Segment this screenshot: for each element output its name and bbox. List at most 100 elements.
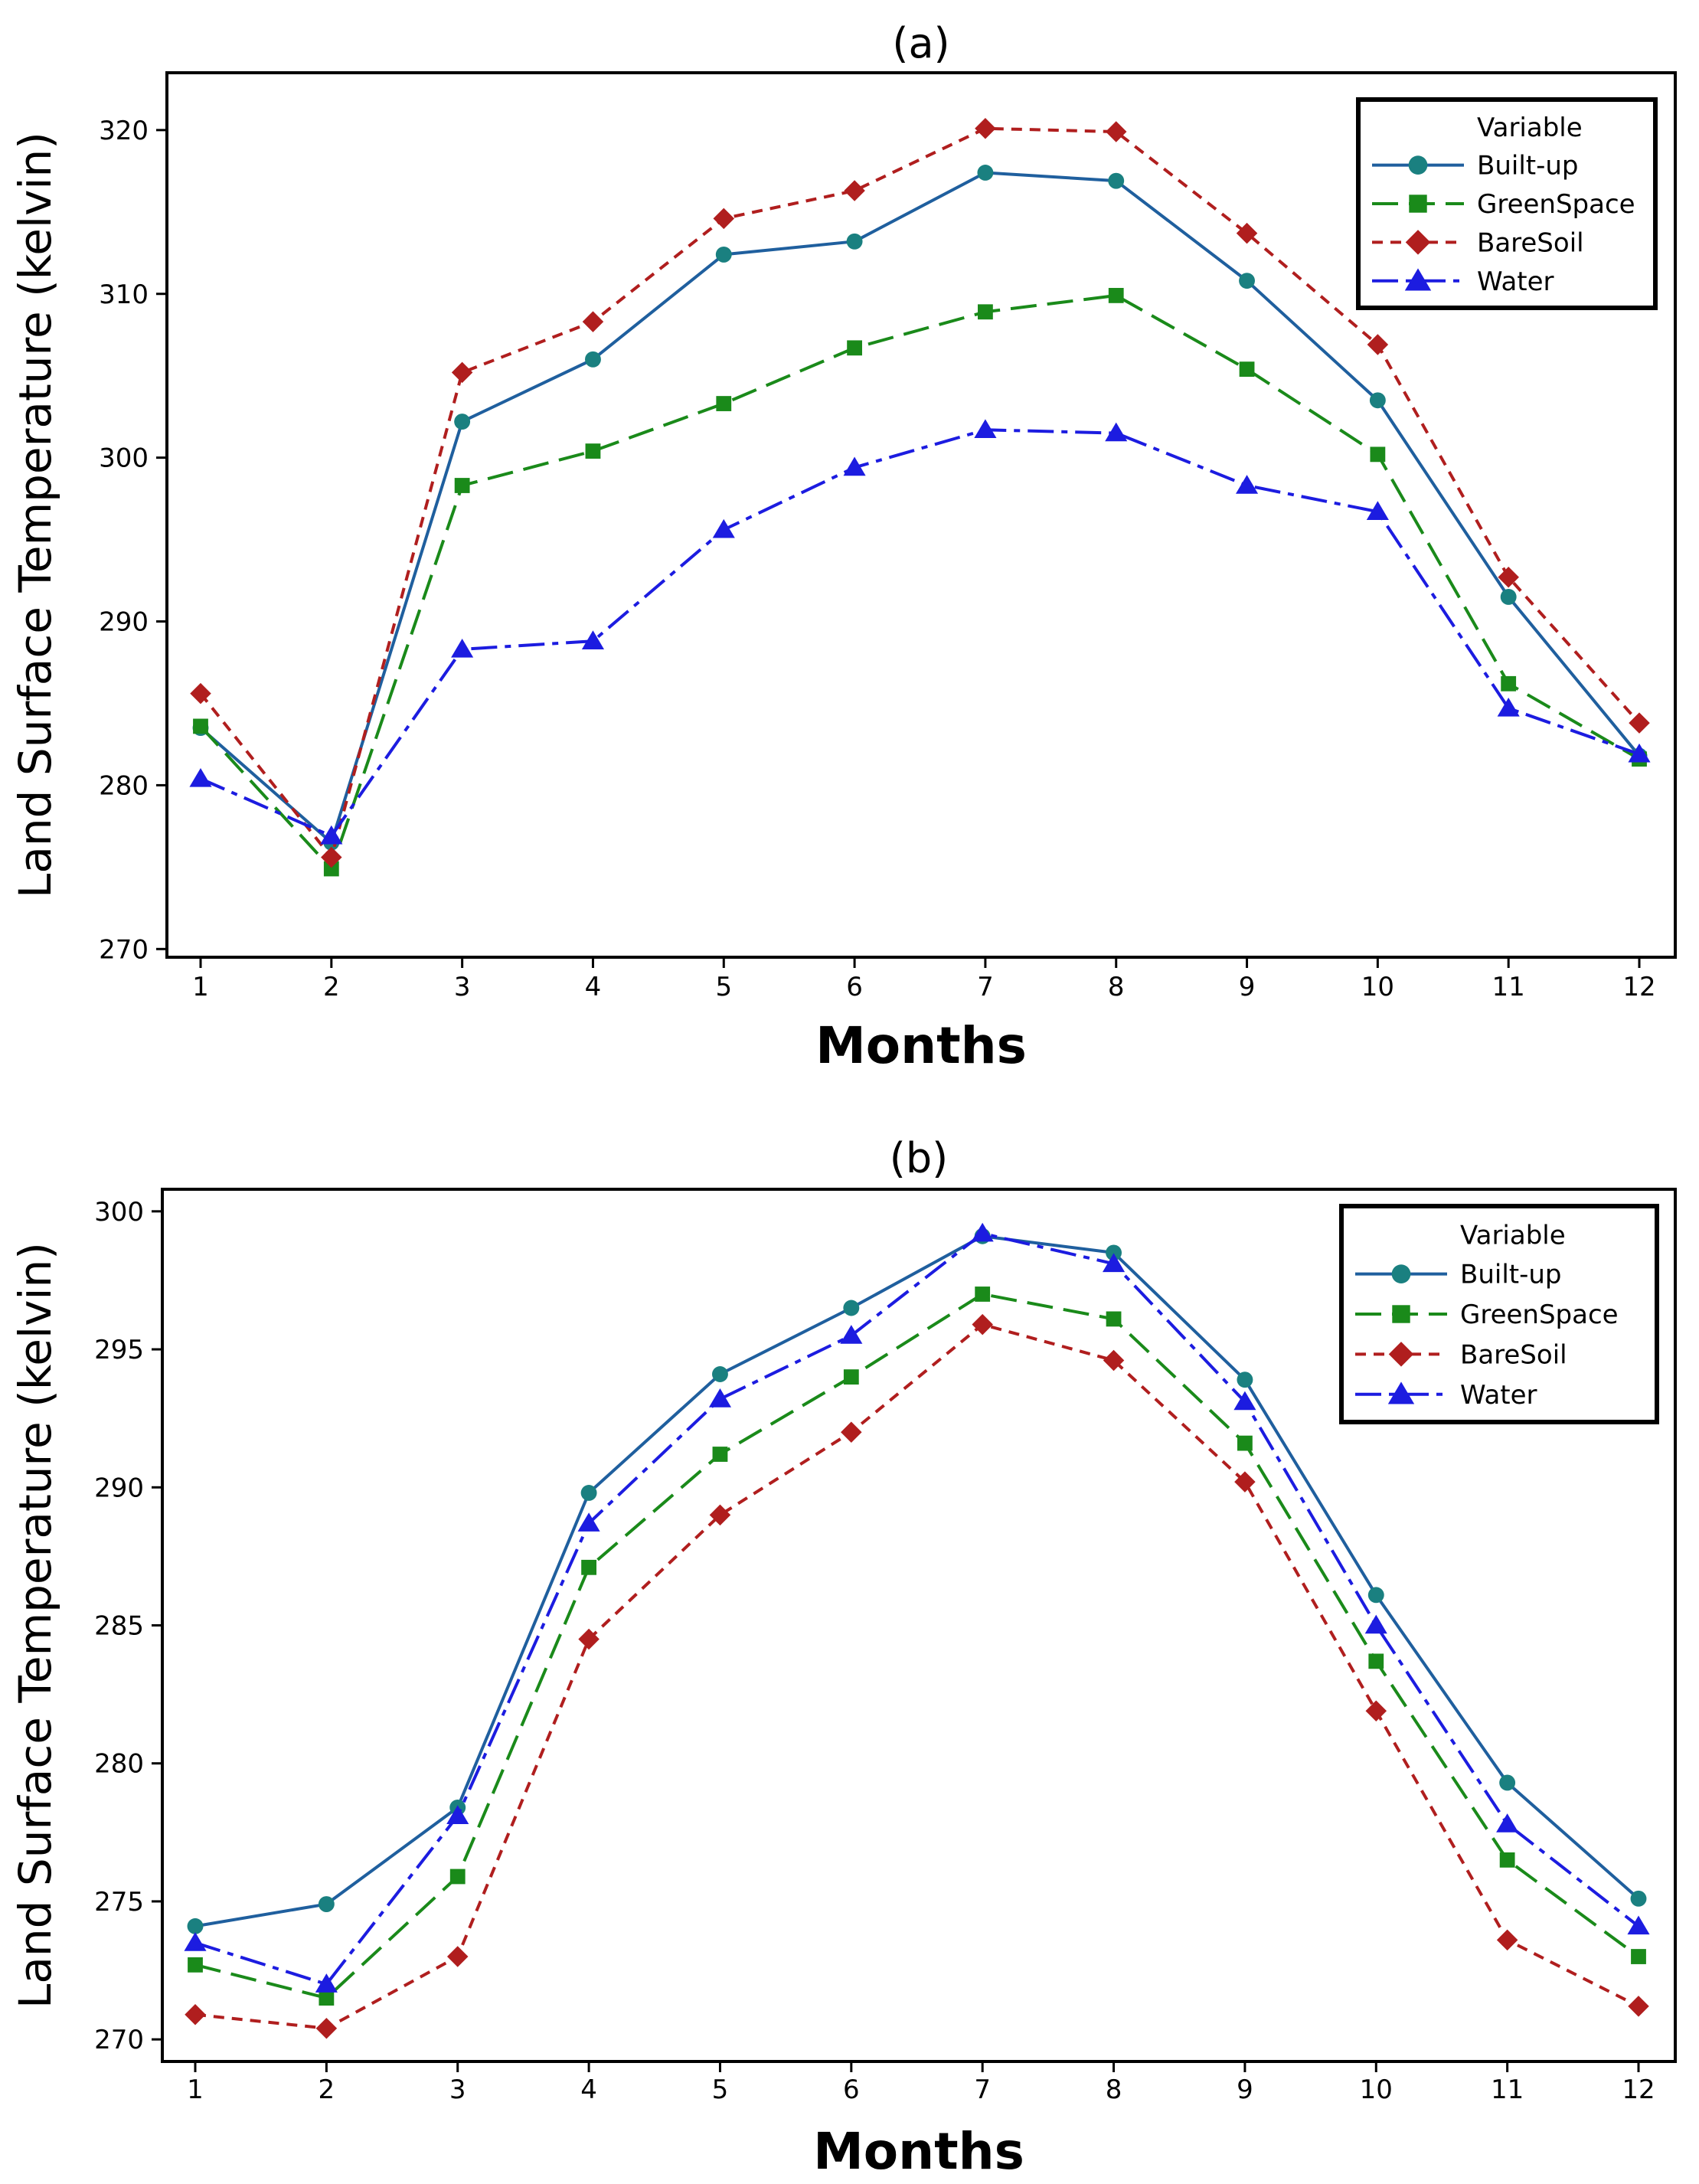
chart-a-x-tick-label: 2: [323, 972, 340, 1002]
chart-b-point-baresoil: [315, 2017, 338, 2039]
chart-a-x-axis-label: Months: [815, 1016, 1027, 1075]
chart-a-legend-label-water: Water: [1477, 266, 1554, 297]
chart-b-x-tick-label: 2: [319, 2074, 335, 2105]
chart-a-point-water: [843, 456, 866, 476]
chart-b-point-greenspace: [1237, 1435, 1253, 1451]
chart-a-point-baresoil: [321, 846, 342, 868]
chart-b-point-built-up: [187, 1918, 204, 1934]
chart-a-x-tick-label: 11: [1492, 972, 1525, 1002]
chart-b-point-water: [446, 1805, 469, 1824]
chart-a-point-greenspace: [1239, 361, 1255, 378]
chart-a-y-tick-label: 300: [99, 443, 149, 474]
chart-b-legend: Variable Built-up GreenSpace BareSoil Water: [1339, 1204, 1659, 1424]
chart-a-point-built-up: [1108, 172, 1125, 189]
chart-a-x-tick-label: 4: [585, 972, 602, 1002]
chart-a-y-tick-label: 320: [99, 116, 149, 146]
chart-b-x-tick-label: 9: [1237, 2074, 1253, 2105]
chart-b-point-baresoil: [1103, 1349, 1125, 1372]
chart-b-x-tick-label: 11: [1491, 2074, 1524, 2105]
chart-a-x-tick-label: 5: [715, 972, 732, 1002]
chart-b-point-water: [577, 1512, 600, 1532]
chart-a-legend-label-baresoil: BareSoil: [1477, 227, 1584, 258]
chart-a-point-built-up: [1239, 273, 1255, 289]
chart-b-series-greenspace: [188, 1287, 1646, 2006]
chart-b-line-water: [194, 1231, 1640, 1986]
chart-b-x-tick-label: 7: [974, 2074, 991, 2105]
chart-a-point-baresoil: [1629, 712, 1650, 734]
chart-a-point-baresoil: [582, 311, 604, 332]
chart-b-point-water: [1233, 1391, 1256, 1411]
chart-b-point-built-up: [1499, 1774, 1516, 1791]
chart-b-y-tick-label: 295: [94, 1335, 144, 1365]
chart-b-y-tick-label: 280: [94, 1749, 144, 1780]
chart-b-legend-marker-water: [1387, 1381, 1415, 1404]
chart-b-point-water: [315, 1973, 338, 1993]
chart-a-point-baresoil: [1367, 334, 1389, 355]
chart-b-point-built-up: [580, 1485, 597, 1501]
chart-a-line-water: [200, 428, 1640, 838]
chart-a-point-built-up: [585, 351, 601, 368]
chart-b-legend-label-water: Water: [1460, 1380, 1537, 1411]
chart-b-y-axis-label: Land Surface Temperature (kelvin): [9, 1242, 61, 2009]
chart-a-point-baresoil: [451, 361, 473, 384]
chart-b-point-built-up: [712, 1366, 728, 1382]
chart-a-point-greenspace: [1370, 446, 1386, 463]
chart-b-point-water: [708, 1388, 732, 1408]
chart-b-y-tick-label: 285: [94, 1611, 144, 1642]
chart-b-legend-title: Variable: [1460, 1220, 1566, 1251]
chart-a-x-tick-label: 3: [454, 972, 471, 1002]
chart-a-point-baresoil: [975, 117, 996, 139]
chart-a-point-water: [712, 518, 735, 538]
chart-b-point-baresoil: [1365, 1700, 1387, 1721]
chart-b-point-baresoil: [841, 1421, 862, 1443]
chart-b-point-water: [971, 1222, 994, 1242]
chart-a-point-baresoil: [1105, 121, 1127, 142]
chart-a-legend-marker-baresoil: [1405, 230, 1431, 255]
chart-a-y-tick-label: 310: [99, 280, 149, 310]
chart-b-legend-label-built-up: Built-up: [1460, 1260, 1562, 1290]
chart-a-point-water: [1105, 422, 1128, 442]
chart-b-point-greenspace: [843, 1369, 859, 1385]
chart-a-point-built-up: [846, 233, 863, 250]
chart-b-line-baresoil: [194, 1322, 1639, 2030]
chart-b-point-water: [1496, 1813, 1519, 1833]
chart-b-line-built-up: [194, 1234, 1640, 1928]
chart-b-point-greenspace: [712, 1447, 728, 1462]
chart-b-point-baresoil: [1234, 1471, 1256, 1493]
chart-b-point-greenspace: [581, 1559, 596, 1575]
chart-a-title: (a): [892, 19, 949, 67]
chart-b-y-tick-label: 275: [94, 1887, 144, 1918]
chart-b-x-tick-label: 3: [449, 2074, 466, 2105]
chart-b-point-baresoil: [446, 1946, 469, 1967]
chart-a-point-baresoil: [713, 208, 735, 230]
chart-b-point-built-up: [843, 1300, 860, 1316]
chart-a-plot-frame: [165, 71, 1677, 959]
chart-a-x-tick-label: 7: [977, 972, 994, 1002]
chart-b-point-greenspace: [1631, 1949, 1646, 1964]
chart-a-y-tick-label: 280: [99, 770, 149, 801]
chart-b-y-tick-label: 290: [94, 1473, 144, 1503]
chart-a-legend-box: [1356, 97, 1658, 310]
chart-b-point-water: [1102, 1253, 1126, 1273]
chart-a-point-greenspace: [1108, 287, 1124, 303]
chart-a-point-greenspace: [323, 861, 339, 877]
chart-b-point-water: [1364, 1614, 1387, 1634]
chart-a-point-greenspace: [847, 340, 862, 356]
chart-b-point-greenspace: [188, 1957, 203, 1973]
chart-b-point-water: [1627, 1915, 1650, 1935]
chart-a-x-tick-label: 9: [1239, 972, 1256, 1002]
chart-a-y-tick-label: 270: [99, 934, 149, 965]
chart-a-point-greenspace: [193, 718, 208, 734]
chart-a-line-greenspace: [199, 293, 1640, 871]
chart-b-series-baresoil: [185, 1313, 1649, 2039]
chart-b-point-built-up: [1367, 1587, 1384, 1604]
chart-b-point-built-up: [1630, 1890, 1647, 1907]
chart-a-legend-marker-built-up: [1408, 155, 1428, 175]
chart-a-line-baresoil: [199, 126, 1641, 859]
chart-b-x-tick-label: 6: [843, 2074, 860, 2105]
chart-a-point-water: [1235, 475, 1259, 494]
chart-a-point-built-up: [454, 414, 471, 430]
